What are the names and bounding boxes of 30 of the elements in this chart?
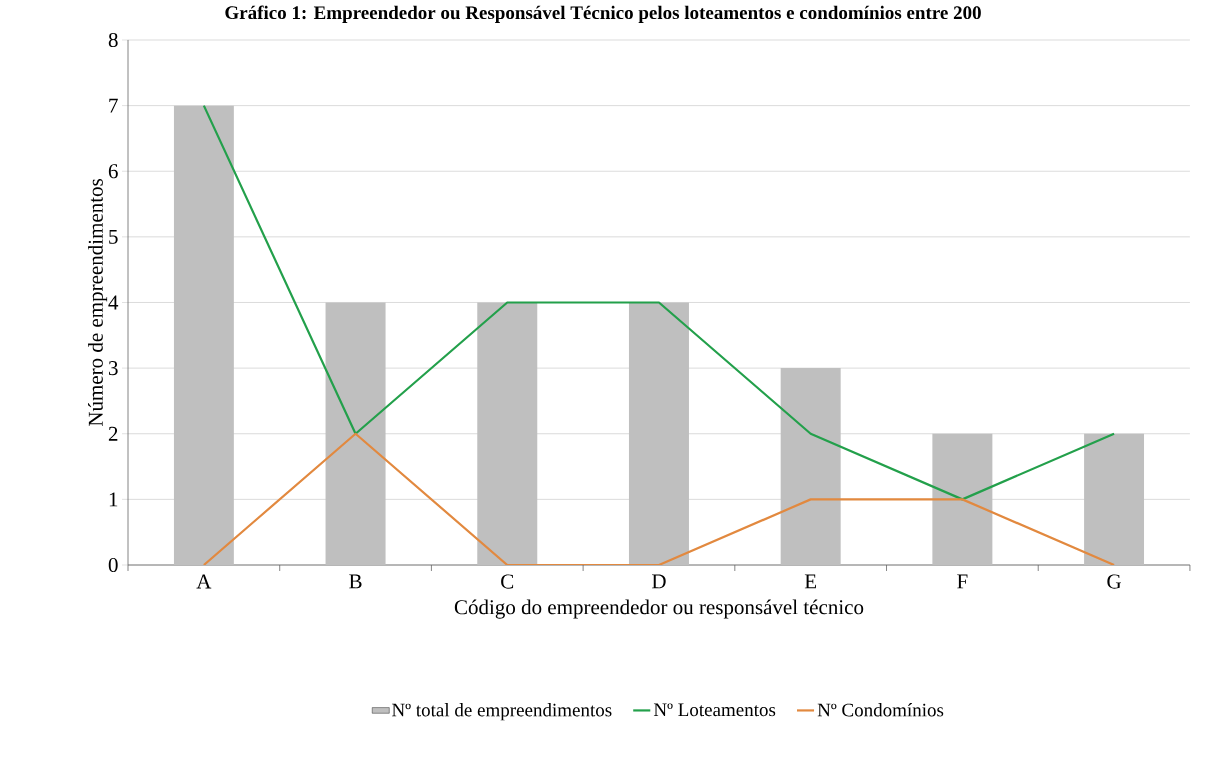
y-tick-label: 1: [109, 492, 118, 507]
x-tick-label: D: [652, 574, 666, 589]
x-tick-label: A: [196, 574, 212, 589]
y-tick-label: 5: [109, 229, 118, 244]
bar: [477, 302, 538, 565]
x-tick-label: E: [804, 574, 817, 589]
bar: [173, 105, 234, 565]
x-tick-label: B: [349, 574, 362, 589]
y-axis-title: Número de empreendimentos: [88, 179, 108, 427]
y-tick-label: 7: [109, 98, 118, 113]
y-tick-label: 8: [108, 32, 118, 48]
y-tick-label: 4: [108, 295, 119, 310]
x-tick-label: F: [957, 574, 968, 589]
y-tick-label: 0: [108, 557, 118, 573]
bar: [628, 302, 689, 565]
x-tick-label: G: [1107, 574, 1122, 589]
bar: [932, 433, 993, 565]
x-tick-label: C: [501, 574, 514, 589]
y-tick-label: 3: [108, 361, 118, 376]
bar: [780, 368, 841, 565]
legend-label: Nº Loteamentos: [653, 703, 776, 717]
line-series: [202, 104, 1116, 501]
bar: [1084, 433, 1145, 565]
y-tick-label: 6: [108, 164, 118, 179]
chart-title: Gráfico 1: Empreendedor ou Responsável Técnico pelos loteamentos e condomínios entre 200: [225, 5, 981, 23]
legend-label: Nº total de empreendimentos: [392, 703, 612, 721]
y-tick-label: 2: [108, 426, 118, 441]
bar: [325, 302, 386, 565]
legend-label: Nº Condomínios: [817, 703, 944, 717]
x-axis-title: Código do empreendedor ou responsável técnico: [454, 599, 864, 619]
